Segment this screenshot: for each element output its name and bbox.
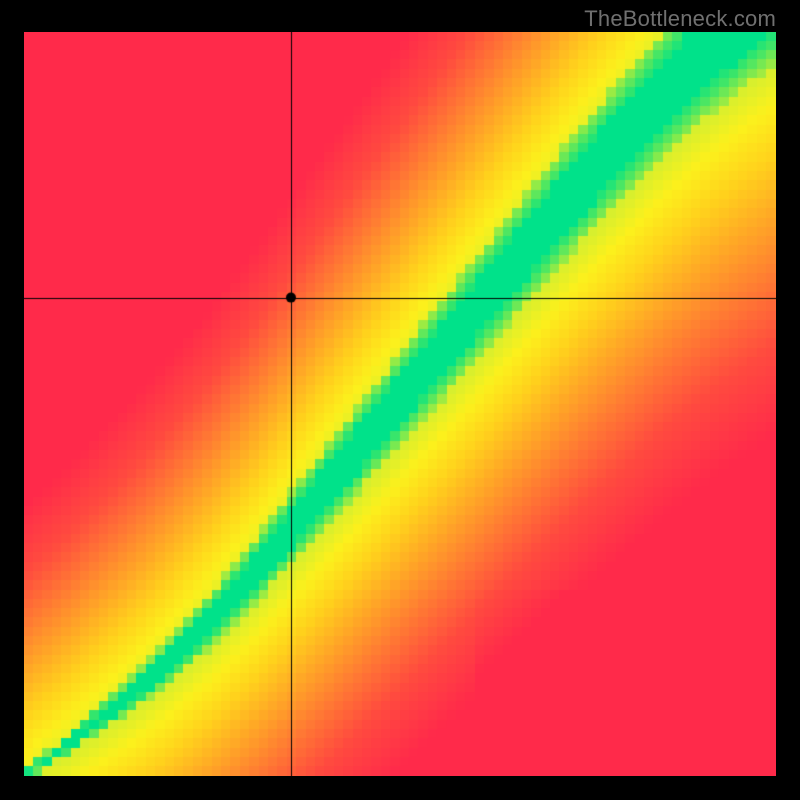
watermark-text: TheBottleneck.com (584, 6, 776, 32)
chart-container: TheBottleneck.com (0, 0, 800, 800)
heatmap-plot (24, 32, 776, 776)
heatmap-canvas (24, 32, 776, 776)
